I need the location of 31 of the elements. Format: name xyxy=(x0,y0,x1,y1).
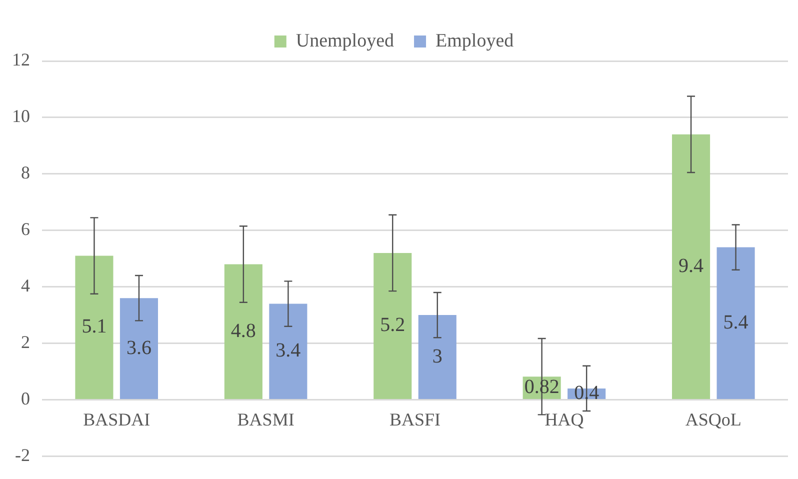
y-tick-label: 2 xyxy=(21,332,30,352)
y-tick-label: 8 xyxy=(21,162,30,183)
bar xyxy=(716,247,755,399)
data-label: 3.4 xyxy=(276,340,301,362)
bar xyxy=(224,264,262,399)
data-label: 5.2 xyxy=(380,314,406,336)
bar xyxy=(374,252,412,399)
bar xyxy=(418,315,456,399)
bar xyxy=(269,304,308,399)
bar xyxy=(120,298,158,399)
y-tick-label: -2 xyxy=(15,444,30,465)
y-tick-label: 10 xyxy=(12,106,30,126)
x-tick-label: BASFI xyxy=(389,409,441,430)
data-label: 3 xyxy=(432,345,442,368)
y-tick-label: 6 xyxy=(21,219,30,240)
y-tick-label: 4 xyxy=(21,276,30,296)
y-tick-label: 12 xyxy=(12,50,30,70)
data-label: 5.4 xyxy=(723,311,748,334)
bar xyxy=(75,256,114,399)
bar xyxy=(672,134,710,399)
data-label: 5.1 xyxy=(82,316,107,338)
x-tick-label: BASMI xyxy=(237,409,294,430)
legend-label: Employed xyxy=(436,30,514,52)
y-tick-label: 0 xyxy=(21,388,30,408)
data-label: 9.4 xyxy=(678,254,704,277)
x-tick-label: BASDAI xyxy=(83,409,150,430)
x-tick-label: ASQoL xyxy=(685,409,742,430)
legend-label: Unemployed xyxy=(296,30,395,52)
data-label: 3.6 xyxy=(126,336,152,359)
x-tick-label: HAQ xyxy=(544,409,584,430)
data-label: 4.8 xyxy=(230,320,256,342)
